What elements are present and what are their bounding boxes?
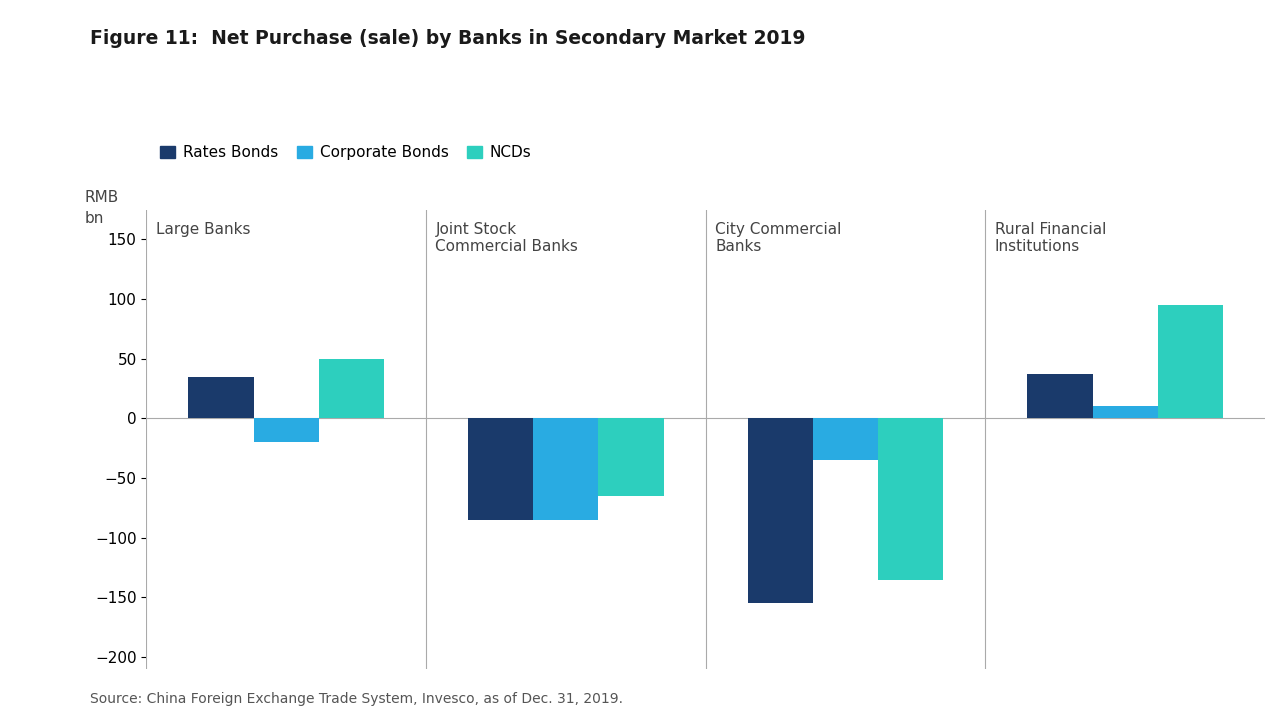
Text: bn: bn (84, 211, 104, 225)
Legend: Rates Bonds, Corporate Bonds, NCDs: Rates Bonds, Corporate Bonds, NCDs (154, 139, 538, 166)
Text: RMB: RMB (84, 190, 119, 205)
Text: City Commercial
Banks: City Commercial Banks (716, 222, 841, 254)
Bar (188, 377, 253, 418)
Text: Figure 11:  Net Purchase (sale) by Banks in Secondary Market 2019: Figure 11: Net Purchase (sale) by Banks … (90, 29, 805, 48)
Bar (813, 418, 878, 460)
Bar (319, 359, 384, 418)
Text: Rural Financial
Institutions: Rural Financial Institutions (995, 222, 1106, 254)
Text: Joint Stock
Commercial Banks: Joint Stock Commercial Banks (435, 222, 579, 254)
Bar (1093, 407, 1158, 418)
Bar (599, 418, 664, 496)
Bar (253, 418, 319, 442)
Text: Large Banks: Large Banks (156, 222, 250, 237)
Bar (748, 418, 813, 603)
Bar (878, 418, 943, 580)
Text: Source: China Foreign Exchange Trade System, Invesco, as of Dec. 31, 2019.: Source: China Foreign Exchange Trade Sys… (90, 692, 622, 706)
Bar (1028, 374, 1093, 418)
Bar (468, 418, 534, 520)
Bar (534, 418, 599, 520)
Bar (1158, 305, 1224, 418)
